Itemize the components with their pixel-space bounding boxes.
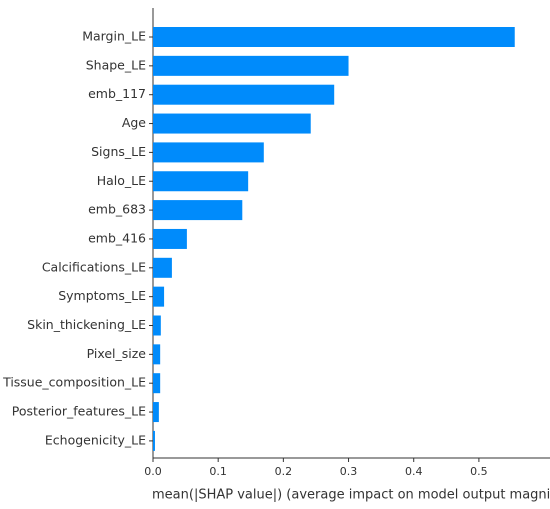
bar	[153, 55, 349, 76]
y-tick-label: Shape_LE	[86, 57, 146, 72]
y-tick-label: Posterior_features_LE	[12, 404, 146, 419]
x-tick-label: 0.2	[275, 465, 293, 478]
bar	[153, 228, 187, 249]
y-tick-label: Margin_LE	[82, 29, 146, 44]
bar	[153, 430, 155, 451]
bar	[153, 142, 264, 163]
y-tick-label: Tissue_composition_LE	[2, 375, 146, 390]
x-axis-label: mean(|SHAP value|) (average impact on mo…	[152, 488, 550, 503]
y-tick-label: emb_416	[88, 230, 146, 245]
bar	[153, 344, 161, 365]
x-tick-label: 0.3	[340, 465, 358, 478]
bar	[153, 315, 161, 336]
bar	[153, 84, 335, 105]
x-tick-label: 0.0	[144, 465, 162, 478]
y-tick-label: Echogenicity_LE	[45, 432, 146, 447]
y-tick-label: emb_117	[88, 86, 146, 101]
y-tick-label: Signs_LE	[91, 144, 146, 159]
bar	[153, 286, 165, 307]
bar	[153, 200, 243, 221]
y-tick-label: Halo_LE	[97, 173, 146, 188]
x-tick-label: 0.4	[405, 465, 423, 478]
bar	[153, 113, 311, 134]
y-tick-label: Pixel_size	[87, 346, 147, 361]
y-tick-label: Age	[122, 115, 146, 130]
bar	[153, 27, 515, 47]
y-tick-label: Skin_thickening_LE	[27, 317, 146, 332]
bar	[153, 373, 161, 394]
x-tick-label: 0.5	[470, 465, 488, 478]
bar	[153, 171, 249, 192]
y-tick-label: Symptoms_LE	[58, 288, 146, 303]
bar	[153, 257, 172, 278]
bar	[153, 402, 159, 423]
y-tick-label: emb_683	[88, 202, 146, 217]
y-tick-label: Calcifications_LE	[42, 259, 146, 274]
x-tick-label: 0.1	[209, 465, 227, 478]
